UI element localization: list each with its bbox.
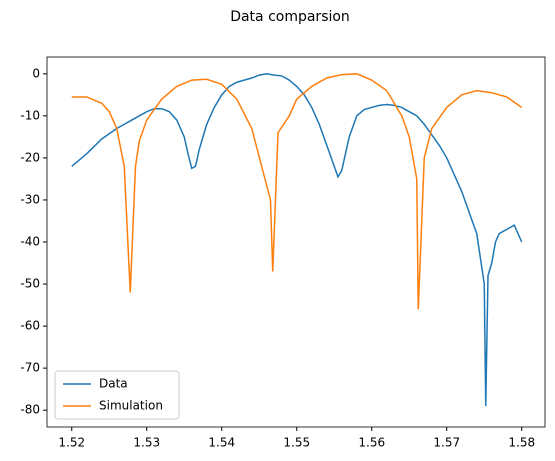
x-tick-label: 1.53 bbox=[133, 436, 160, 450]
series-line bbox=[71, 73, 523, 406]
y-tick-label: -20 bbox=[20, 150, 40, 164]
series-line bbox=[71, 73, 523, 310]
chart-title: Data comparsion bbox=[230, 9, 350, 25]
legend-box bbox=[54, 370, 180, 420]
y-tick-label: -60 bbox=[20, 319, 40, 333]
y-tick-label: -70 bbox=[20, 361, 40, 375]
y-tick-label: -50 bbox=[20, 277, 40, 291]
legend-label: Simulation bbox=[99, 399, 163, 413]
plot-frame bbox=[46, 56, 546, 428]
y-tick-label: 0 bbox=[32, 66, 40, 80]
y-tick-label: -30 bbox=[20, 192, 40, 206]
x-tick-label: 1.58 bbox=[508, 436, 535, 450]
x-tick-label: 1.55 bbox=[283, 436, 310, 450]
legend-label: Data bbox=[99, 377, 128, 391]
y-tick-label: -80 bbox=[20, 403, 40, 417]
x-tick-label: 1.52 bbox=[58, 436, 85, 450]
x-tick-label: 1.56 bbox=[358, 436, 385, 450]
y-tick-label: -10 bbox=[20, 108, 40, 122]
x-tick-label: 1.57 bbox=[433, 436, 460, 450]
y-tick-label: -40 bbox=[20, 235, 40, 249]
x-tick-label: 1.54 bbox=[208, 436, 235, 450]
